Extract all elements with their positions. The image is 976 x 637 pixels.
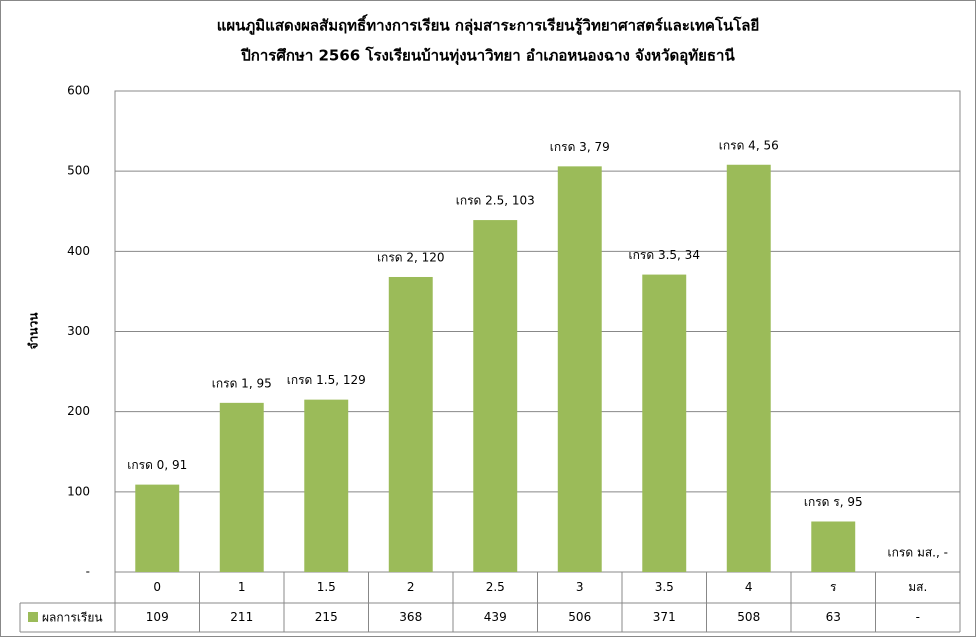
annotation: เกรด 2, 120 xyxy=(377,250,445,264)
x-tick-label: 0 xyxy=(153,580,161,594)
x-tick-label: ร xyxy=(830,580,837,594)
bar xyxy=(557,166,602,572)
table-value: 508 xyxy=(737,610,760,624)
y-axis-label: จำนวน xyxy=(27,312,41,350)
bar xyxy=(304,399,349,572)
annotation: เกรด 2.5, 103 xyxy=(456,194,535,208)
x-tick-label: 3 xyxy=(576,580,584,594)
x-tick-label: 3.5 xyxy=(655,580,674,594)
bar xyxy=(388,276,433,572)
y-tick-label: 500 xyxy=(67,164,90,178)
x-tick-label: มส. xyxy=(908,580,927,594)
table-value: 215 xyxy=(315,610,338,624)
y-tick-label: 100 xyxy=(67,484,90,498)
y-tick-label: - xyxy=(86,565,90,579)
chart-title: แผนภูมิแสดงผลสัมฤทธิ์ทางการเรียน กลุ่มสา… xyxy=(217,14,760,36)
annotation: เกรด 4, 56 xyxy=(719,138,779,152)
y-tick-label: 600 xyxy=(67,84,90,98)
y-tick-label: 300 xyxy=(67,324,90,338)
x-tick-label: 1 xyxy=(238,580,246,594)
annotation: เกรด 1.5, 129 xyxy=(287,373,366,387)
legend-swatch xyxy=(28,612,38,622)
bar xyxy=(135,484,180,572)
table-value: 211 xyxy=(230,610,253,624)
table-value: 371 xyxy=(653,610,676,624)
annotation: เกรด 0, 91 xyxy=(127,458,187,472)
annotation: เกรด 3.5, 34 xyxy=(629,248,700,262)
bar xyxy=(473,220,518,572)
x-tick-label: 2 xyxy=(407,580,415,594)
y-tick-label: 200 xyxy=(67,404,90,418)
bar xyxy=(726,164,771,572)
bar xyxy=(219,402,264,572)
table-value: 506 xyxy=(568,610,591,624)
annotation: เกรด 1, 95 xyxy=(212,376,272,390)
bar xyxy=(642,274,687,572)
table-value: 63 xyxy=(826,610,841,624)
y-tick-label: 400 xyxy=(67,244,90,258)
annotation: เกรด ร, 95 xyxy=(804,495,863,509)
x-tick-label: 1.5 xyxy=(317,580,336,594)
table-value: 368 xyxy=(399,610,422,624)
chart-subtitle: ปีการศึกษา 2566 โรงเรียนบ้านทุ่งนาวิทยา … xyxy=(240,46,735,66)
table-value: - xyxy=(916,610,920,624)
x-tick-label: 4 xyxy=(745,580,753,594)
annotation: เกรด 3, 79 xyxy=(550,140,610,154)
bar xyxy=(811,521,856,572)
legend-label: ผลการเรียน xyxy=(42,611,103,625)
x-tick-label: 2.5 xyxy=(486,580,505,594)
annotation: เกรด มส., - xyxy=(888,546,948,560)
table-value: 109 xyxy=(146,610,169,624)
table-value: 439 xyxy=(484,610,507,624)
